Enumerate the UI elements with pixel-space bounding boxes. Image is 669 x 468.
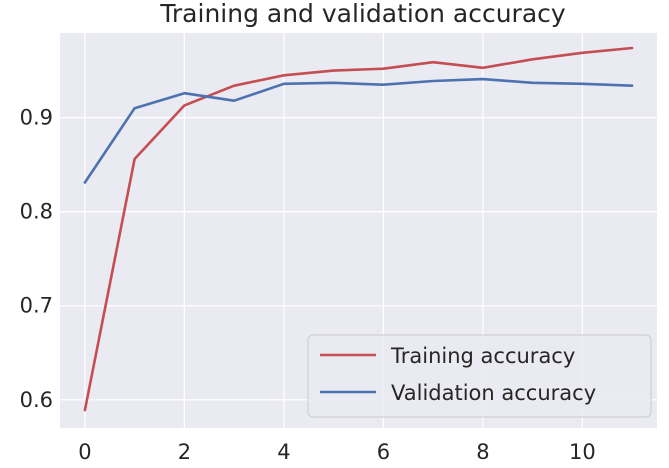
legend: Training accuracy Validation accuracy — [307, 334, 652, 418]
x-tick-label: 8 — [476, 440, 489, 464]
x-axis-ticks: 0 2 4 6 8 10 — [78, 440, 596, 464]
series-line-training — [83, 46, 634, 412]
y-axis-ticks: 0.6 0.7 0.8 0.9 — [20, 106, 53, 412]
x-tick-label: 10 — [569, 440, 596, 464]
y-tick-label: 0.9 — [20, 106, 53, 130]
y-tick-label: 0.7 — [20, 294, 53, 318]
y-tick-label: 0.6 — [20, 388, 53, 412]
x-tick-label: 0 — [78, 440, 91, 464]
x-tick-label: 2 — [178, 440, 191, 464]
x-tick-label: 4 — [277, 440, 290, 464]
series-line-validation — [83, 77, 634, 184]
legend-label: Validation accuracy — [391, 381, 596, 405]
legend-label: Training accuracy — [390, 344, 575, 368]
series-lines — [83, 46, 634, 412]
x-tick-label: 6 — [377, 440, 390, 464]
legend-box — [307, 334, 652, 418]
y-tick-label: 0.8 — [20, 200, 53, 224]
chart-title: Training and validation accuracy — [159, 0, 566, 28]
